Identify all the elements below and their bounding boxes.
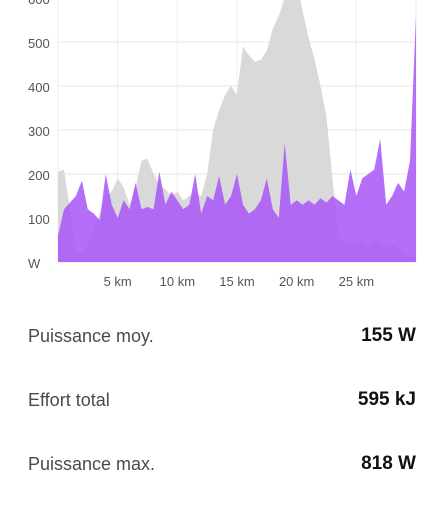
y-tick-label: 100 xyxy=(28,212,50,227)
power-chart: W 100 200 300 400 500 600 5 km 10 km 15 km 20 km 2… xyxy=(28,0,417,289)
y-tick-label: 400 xyxy=(28,80,50,95)
y-tick-label: 500 xyxy=(28,36,50,51)
y-axis-labels: W 100 200 300 400 500 600 xyxy=(28,0,50,271)
x-axis-labels: 5 km 10 km 15 km 20 km 25 km xyxy=(104,274,374,289)
stat-value: 155 W xyxy=(361,325,416,346)
stat-row-max-power: Puissance max. 818 W xyxy=(28,449,416,479)
power-area xyxy=(58,15,416,262)
elevation-area xyxy=(58,0,416,262)
y-tick-label: 600 xyxy=(28,0,50,7)
x-tick-label: 10 km xyxy=(160,274,195,289)
stat-label: Puissance moy. xyxy=(28,325,154,346)
stat-label: Puissance max. xyxy=(28,453,156,474)
y-tick-label: 200 xyxy=(28,168,50,183)
x-tick-label: 5 km xyxy=(104,274,132,289)
stat-value: 818 W xyxy=(361,453,416,474)
x-tick-label: 15 km xyxy=(219,274,254,289)
stat-row-average-power: Puissance moy. 155 W xyxy=(28,321,416,351)
stat-label: Effort total xyxy=(28,389,110,410)
x-tick-label: 20 km xyxy=(279,274,314,289)
y-tick-label: 300 xyxy=(28,124,50,139)
x-tick-label: 25 km xyxy=(339,274,374,289)
stat-value: 595 kJ xyxy=(357,389,416,410)
stat-row-total-effort: Effort total 595 kJ xyxy=(28,385,416,415)
y-tick-label: W xyxy=(28,256,41,271)
